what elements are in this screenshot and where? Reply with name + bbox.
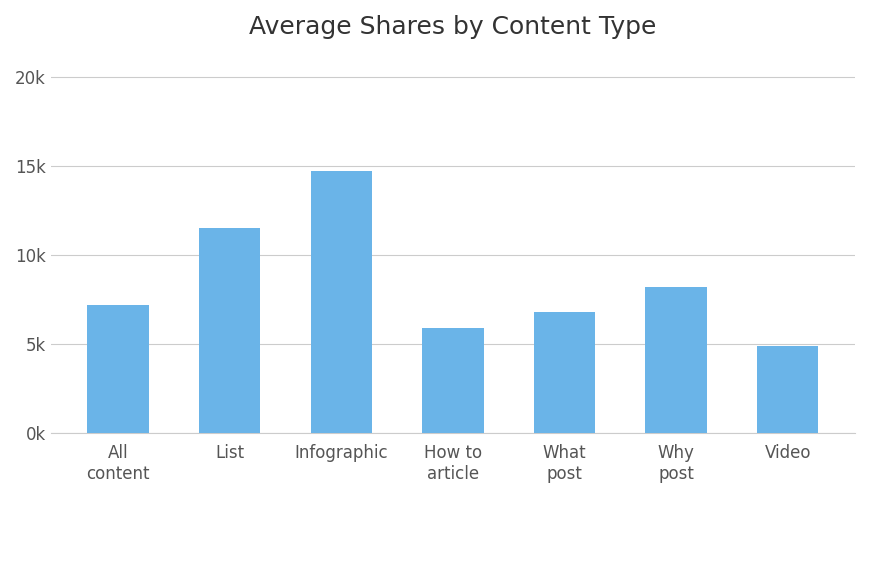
Bar <box>87 305 149 433</box>
Bar <box>534 312 594 433</box>
Text: BY NOAH KAGAN: BY NOAH KAGAN <box>65 542 143 551</box>
Bar <box>199 228 260 433</box>
Bar <box>756 346 818 433</box>
Text: Buzzsumo: Buzzsumo <box>667 523 768 541</box>
Bar <box>310 171 372 433</box>
Bar <box>421 328 483 433</box>
Text: OkDork: OkDork <box>67 514 142 533</box>
Bar <box>645 287 706 433</box>
Title: Average Shares by Content Type: Average Shares by Content Type <box>249 15 656 39</box>
Text: ): ) <box>798 520 806 538</box>
